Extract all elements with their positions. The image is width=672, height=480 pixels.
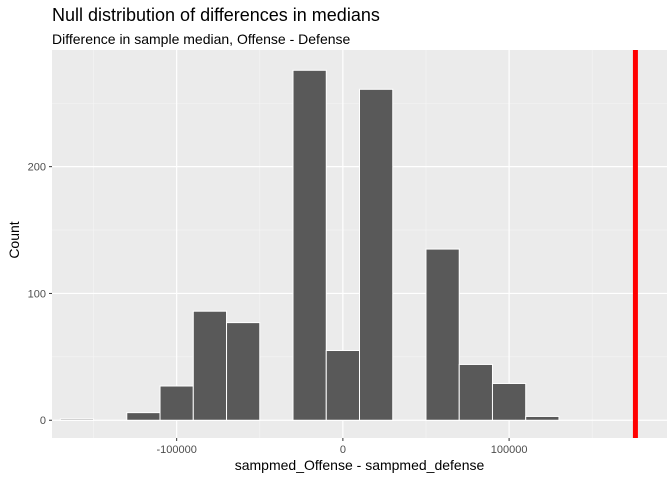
histogram-bar xyxy=(126,412,161,421)
chart-subtitle: Difference in sample median, Offense - D… xyxy=(52,31,351,47)
histogram-bar xyxy=(192,310,228,421)
histogram-bar xyxy=(458,363,493,421)
x-axis-ticks: -100000 0 100000 xyxy=(156,438,527,456)
y-axis-ticks: 0 100 200 xyxy=(28,162,52,427)
x-tick-label: 100000 xyxy=(491,444,528,456)
histogram-bar xyxy=(525,415,560,421)
y-tick-label: 200 xyxy=(28,162,46,174)
histogram-bar xyxy=(292,69,327,421)
histogram-bar xyxy=(159,385,194,421)
y-tick-label: 100 xyxy=(28,288,46,300)
x-tick-label: -100000 xyxy=(156,444,196,456)
histogram-bar xyxy=(325,350,360,421)
y-axis-label: Count xyxy=(6,221,22,259)
histogram-bar xyxy=(59,418,95,421)
histogram-bar xyxy=(425,248,460,421)
histogram-bar xyxy=(359,88,394,421)
y-tick-label: 0 xyxy=(40,415,46,427)
histogram-bars xyxy=(59,69,560,421)
chart-title: Null distribution of differences in medi… xyxy=(52,5,380,25)
histogram-bar xyxy=(491,382,527,421)
histogram-bar xyxy=(226,322,261,421)
x-axis-label: sampmed_Offense - sampmed_defense xyxy=(234,457,485,473)
x-tick-label: 0 xyxy=(340,444,346,456)
